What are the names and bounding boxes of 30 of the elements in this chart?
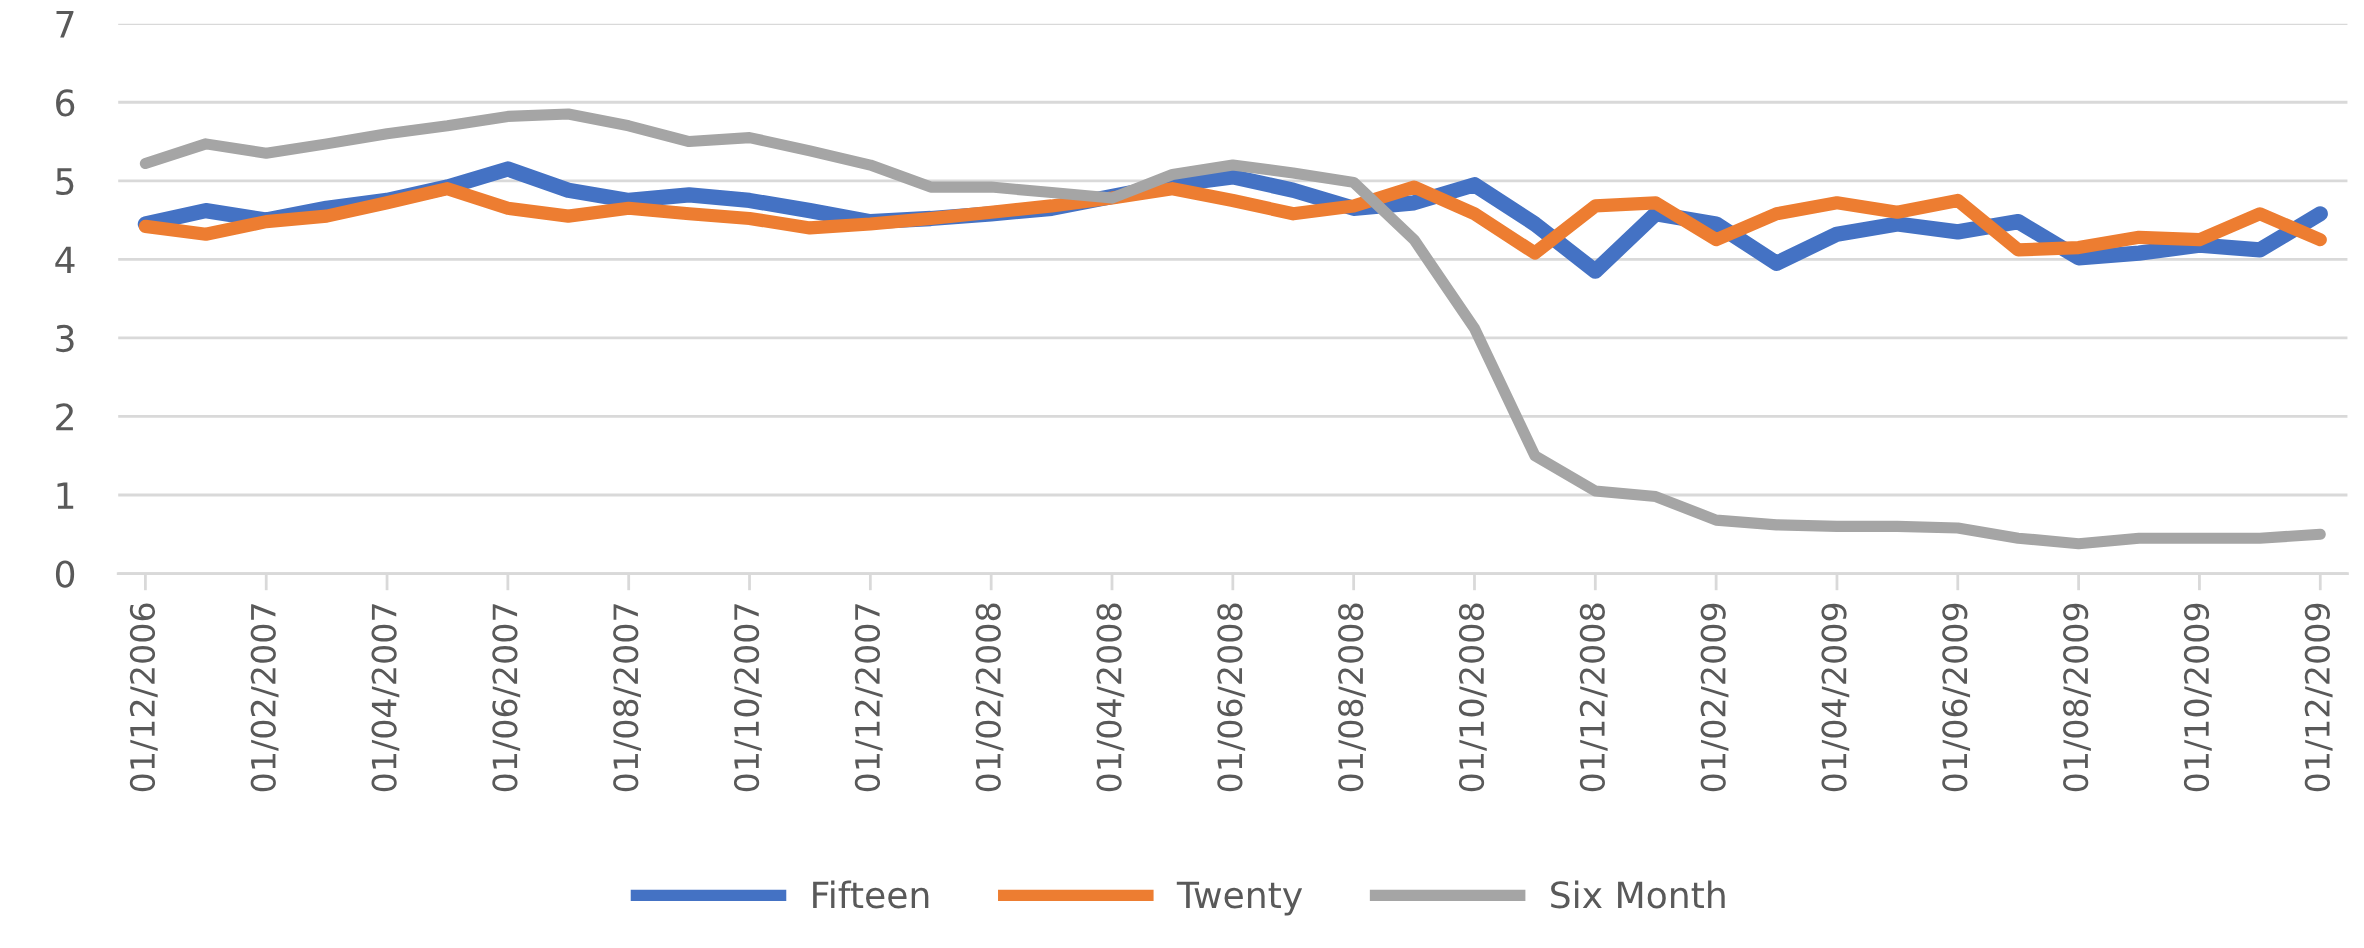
y-tick-label: 0	[55, 560, 75, 588]
y-tick-label: 2	[56, 403, 73, 431]
y-tick-label: 4	[55, 246, 75, 274]
y-tick-label: 6	[56, 89, 75, 117]
legend-label: Fifteen	[813, 880, 929, 909]
x-tick-label: 01/04/2008	[1096, 603, 1125, 792]
x-tick-label: 01/10/2008	[1458, 603, 1487, 792]
y-tick-label: 5	[56, 168, 74, 196]
y-tick-label: 1	[57, 482, 74, 509]
x-tick-label: 01/10/2009	[2183, 603, 2212, 792]
x-tick-label: 01/08/2007	[613, 604, 641, 792]
x-tick-label: 01/02/2008	[975, 603, 1004, 792]
y-tick-label: 7	[56, 11, 74, 38]
x-tick-label: 01/08/2009	[2063, 603, 2091, 792]
x-tick-label: 01/12/2007	[854, 604, 883, 792]
x-tick-label: 01/06/2007	[492, 604, 521, 792]
x-tick-label: 01/06/2009	[1942, 603, 1971, 792]
legend-label: Twenty	[1176, 881, 1303, 916]
x-tick-label: 01/08/2008	[1338, 603, 1366, 792]
x-tick-label: 01/02/2009	[1700, 603, 1729, 792]
x-tick-label: 01/04/2007	[371, 604, 400, 792]
legend-label: Six Month	[1551, 880, 1725, 909]
x-tick-label: 01/12/2009	[2304, 603, 2333, 792]
x-tick-label: 01/12/2006	[129, 603, 158, 792]
x-tick-label: 01/06/2008	[1217, 603, 1246, 792]
x-tick-label: 01/12/2008	[1579, 603, 1608, 792]
y-tick-label: 3	[56, 324, 74, 353]
x-tick-label: 01/02/2007	[250, 604, 279, 792]
x-tick-label: 01/10/2007	[733, 604, 762, 792]
x-tick-label: 01/04/2009	[1821, 603, 1850, 792]
